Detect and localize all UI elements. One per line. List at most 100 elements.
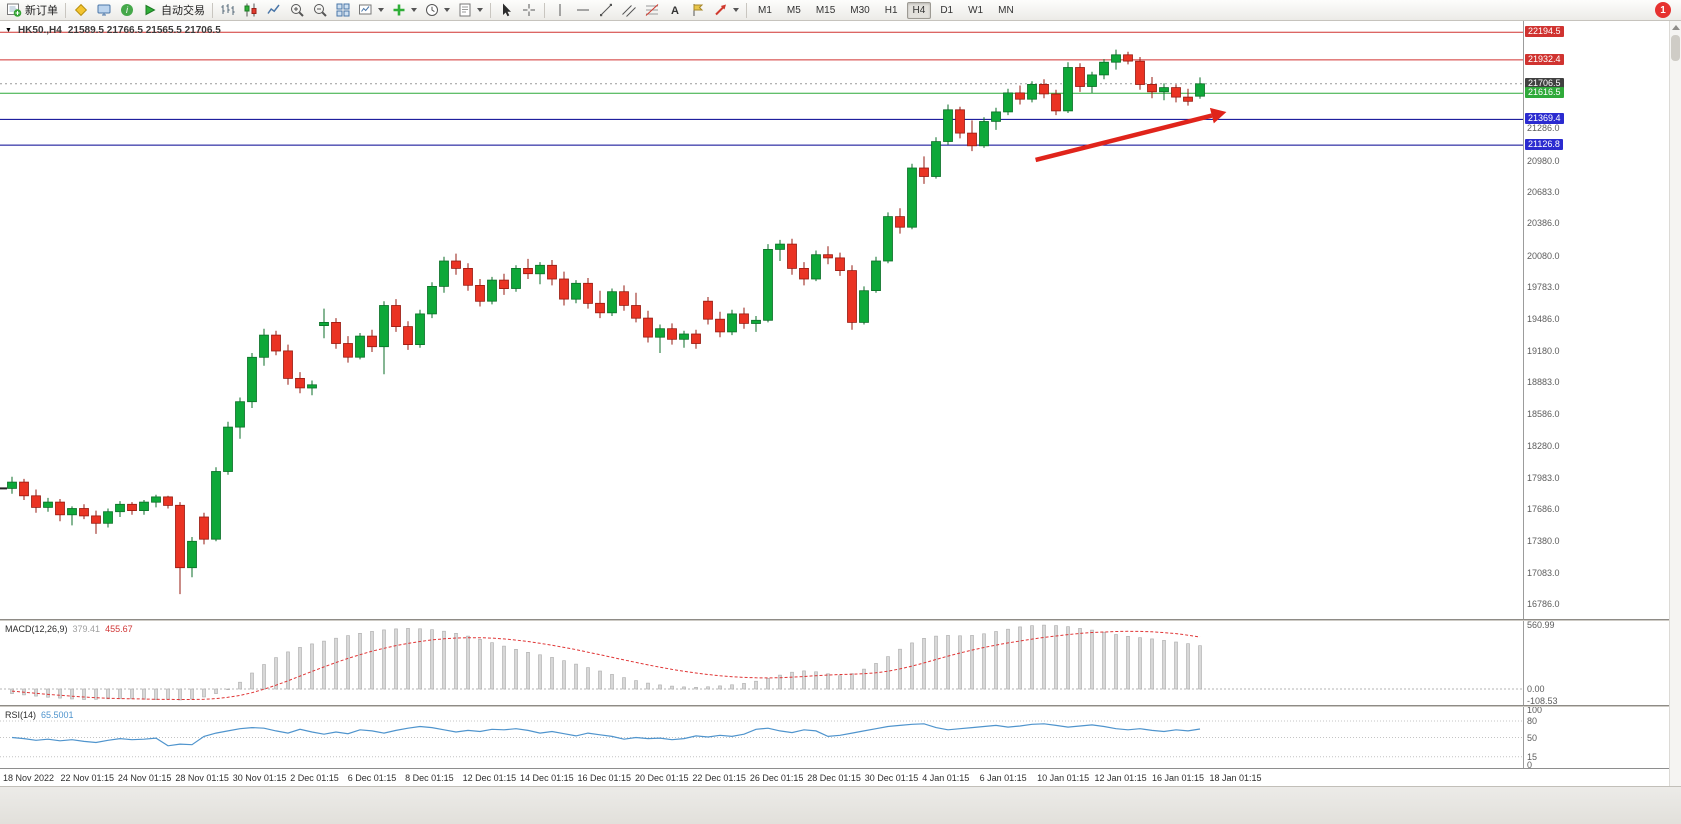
trend-arrow-annotation[interactable] — [1035, 107, 1227, 163]
panel-splitter[interactable] — [0, 705, 1681, 707]
metaeditor-button[interactable] — [70, 1, 92, 20]
community-icon: i — [121, 4, 133, 16]
time-axis-label: 12 Dec 01:15 — [462, 773, 517, 783]
timeframe-m1-button[interactable]: M1 — [758, 4, 772, 16]
time-axis-label: 28 Nov 01:15 — [175, 773, 229, 783]
dropdown-caret-icon — [477, 8, 483, 12]
time-axis[interactable]: 18 Nov 2022 22 Nov 01:15 24 Nov 01:15 28 No… — [0, 768, 1681, 786]
timeframe-h4-button[interactable]: H4 — [906, 1, 932, 19]
timeframe-mn-button[interactable]: MN — [998, 4, 1014, 16]
tile-windows-button[interactable] — [332, 1, 354, 20]
crosshair-button[interactable] — [518, 1, 540, 20]
time-axis-label: 18 Nov 2022 — [3, 773, 55, 783]
chart-window[interactable]: ▼ HK50.,H4 21589.5 21766.5 21565.5 21706… — [0, 21, 1681, 619]
timeframe-d1-button[interactable]: D1 — [940, 4, 954, 16]
equidistant-channel-button[interactable] — [618, 1, 640, 20]
time-axis-label: 16 Dec 01:15 — [577, 773, 632, 783]
zoom-in-button[interactable] — [286, 1, 308, 20]
rsi-panel[interactable]: RSI(14) 65.5001 100 80 50 15 0 — [0, 707, 1681, 768]
notification-badge[interactable]: 1 — [1655, 2, 1671, 18]
zoom-out-button[interactable] — [309, 1, 331, 20]
timeframe-m5-button[interactable]: M5 — [786, 4, 801, 16]
new-chart-button[interactable] — [355, 1, 387, 20]
time-axis-label: 6 Jan 01:15 — [979, 773, 1027, 783]
cursor-icon — [503, 3, 511, 17]
macd-axis-label: 0.00 — [1527, 684, 1545, 694]
bar-chart-mode-button[interactable] — [217, 1, 239, 20]
metaeditor-icon — [74, 3, 88, 17]
virtual-hosting-button[interactable] — [93, 1, 115, 20]
trendline-button[interactable] — [595, 1, 617, 20]
fibonacci-icon — [645, 4, 659, 16]
time-axis-label: 10 Jan 01:15 — [1037, 773, 1090, 783]
price-axis-separator — [1523, 621, 1524, 705]
vertical-line-button[interactable] — [549, 1, 571, 20]
macd-axis-label: 560.99 — [1527, 621, 1555, 631]
line-chart-mode-button[interactable] — [263, 1, 285, 20]
templates-icon — [459, 3, 471, 17]
candlestick-mode-icon — [244, 3, 257, 17]
rsi-value: 65.5001 — [41, 710, 74, 720]
community-button[interactable]: i — [116, 1, 138, 20]
indicators-button[interactable] — [388, 1, 420, 20]
price-axis-label: 17983.0 — [1527, 472, 1560, 483]
horizontal-line-icon — [577, 9, 589, 11]
timeframe-m15-button[interactable]: M15 — [815, 4, 836, 16]
timeframe-w1-button[interactable]: W1 — [968, 4, 984, 16]
candlestick-chart[interactable] — [0, 21, 1681, 619]
toolbar-separator — [65, 2, 66, 18]
arrow-objects-button[interactable] — [710, 1, 742, 20]
timeframe-h1-button[interactable]: H1 — [884, 4, 898, 16]
crosshair-icon — [523, 4, 535, 16]
previous-bar-tick — [0, 487, 7, 490]
dropdown-caret-icon — [733, 8, 739, 12]
price-axis-label: 18280.0 — [1527, 441, 1560, 452]
vertical-scrollbar[interactable] — [1669, 21, 1681, 786]
fibonacci-button[interactable] — [641, 1, 663, 20]
price-axis-label: 18586.0 — [1527, 408, 1560, 419]
price-level-label-support-line-blue-2: 21126.8 — [1525, 139, 1563, 151]
scrollbar-up-icon[interactable] — [1672, 25, 1680, 30]
time-axis-label: 8 Dec 01:15 — [405, 773, 454, 783]
panel-splitter[interactable] — [0, 619, 1681, 621]
macd-axis-label: -108.53 — [1527, 696, 1558, 705]
horizontal-line-button[interactable] — [572, 1, 594, 20]
price-level-label-current-price: 21706.5 — [1525, 77, 1564, 89]
macd-panel[interactable]: MACD(12,26,9) 379.41 455.67 560.99 0.00 -1… — [0, 621, 1681, 705]
templates-button[interactable] — [454, 1, 486, 20]
text-label-button[interactable] — [687, 1, 709, 20]
price-axis-label: 19486.0 — [1527, 313, 1560, 324]
macd-label: MACD(12,26,9) 379.41 455.67 — [5, 624, 133, 634]
window-bottom-strip — [0, 786, 1681, 824]
rsi-plot — [0, 720, 1523, 758]
rsi-axis-label: 0 — [1527, 760, 1533, 768]
timeframe-m30-button[interactable]: M30 — [850, 4, 870, 16]
time-axis-label: 26 Dec 01:15 — [749, 773, 804, 783]
toolbar-separator — [490, 2, 491, 18]
rsi-axis-label: 50 — [1527, 732, 1538, 743]
toolbar-separator — [544, 2, 545, 18]
price-axis-label: 20386.0 — [1527, 218, 1560, 229]
rsi-axis-label: 80 — [1527, 716, 1538, 726]
virtual-hosting-icon — [97, 4, 111, 16]
new-order-button[interactable]: 新订单 — [3, 1, 61, 20]
price-level-label-support-line-blue-1: 21369.4 — [1525, 113, 1564, 125]
chart-marker-icon[interactable]: ▼ — [5, 27, 12, 34]
periods-button[interactable] — [421, 1, 453, 20]
line-chart-mode-icon — [267, 4, 280, 14]
candlestick-mode-button[interactable] — [240, 1, 262, 20]
macd-histogram — [10, 624, 1202, 701]
trendline-icon — [600, 3, 612, 17]
svg-text:A: A — [671, 5, 679, 17]
main-toolbar: 新订单 i 自动交易 A M1 M5 M15 M30 H1 H4 D1 W1 MN — [0, 0, 1681, 21]
time-axis-label: 24 Nov 01:15 — [117, 773, 172, 783]
autotrading-button[interactable]: 自动交易 — [139, 1, 208, 20]
price-level-label-support-line-green: 21616.5 — [1525, 87, 1564, 99]
price-level-label-resistance-line-2: 21932.4 — [1525, 53, 1564, 65]
rsi-axis-label: 100 — [1527, 707, 1543, 715]
price-axis-label: 19783.0 — [1527, 282, 1560, 293]
cursor-button[interactable] — [495, 1, 517, 20]
price-axis-label: 20980.0 — [1527, 155, 1560, 166]
text-button[interactable]: A — [664, 1, 686, 20]
scrollbar-thumb[interactable] — [1671, 35, 1680, 61]
